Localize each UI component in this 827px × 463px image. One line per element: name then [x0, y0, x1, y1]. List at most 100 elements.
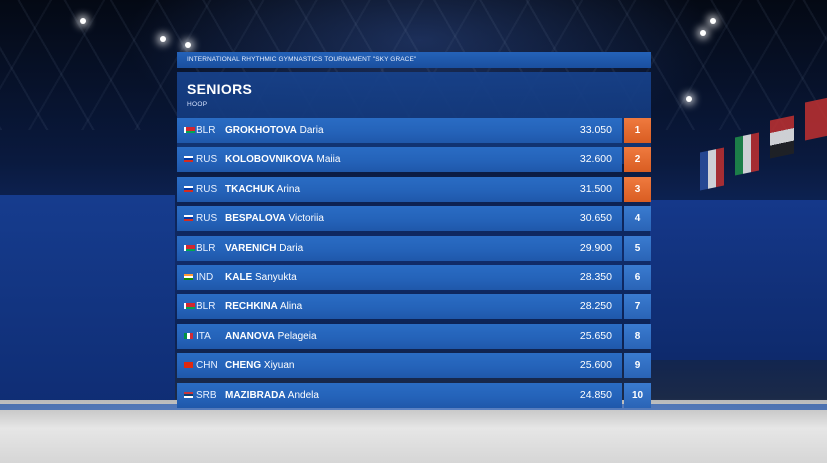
- tournament-title: INTERNATIONAL RHYTHMIC GYMNASTICS TOURNA…: [177, 52, 651, 68]
- athlete-surname: GROKHOTOVA: [225, 125, 297, 136]
- result-row: SRB MAZIBRADA Andela 24.850 10: [177, 382, 651, 408]
- result-row-background: [177, 235, 622, 261]
- country-flag-icon: [184, 185, 193, 192]
- ceiling-light: [80, 18, 86, 24]
- country-code: RUS: [196, 213, 218, 225]
- athlete-surname: RECHKINA: [225, 301, 278, 313]
- country-code: IND: [196, 272, 214, 283]
- competition-floor: [0, 400, 827, 463]
- country-flag-icon: [184, 215, 193, 222]
- country-flag-icon: [184, 391, 193, 398]
- country-code: RUS: [196, 183, 218, 195]
- rank-badge: 6: [624, 265, 651, 290]
- country-code: BLR: [196, 301, 216, 313]
- result-row-background: [177, 294, 622, 320]
- athlete-name: TKACHUK Arina: [225, 177, 300, 202]
- athlete-given-name: Alina: [277, 301, 303, 313]
- country-flag-icon: [184, 127, 195, 133]
- country-code: BLR: [196, 125, 216, 136]
- score-value: 33.050: [579, 124, 612, 136]
- athlete-given-name: Andela: [285, 389, 319, 401]
- score-value: 24.850: [579, 388, 612, 401]
- country-flag-icon: [184, 274, 193, 280]
- result-row: IND KALE Sanyukta 28.350 6: [177, 265, 651, 290]
- category-title: SENIORS: [187, 81, 253, 97]
- hanging-flag: [805, 97, 827, 141]
- rank-badge: 5: [624, 235, 651, 261]
- result-row: BLR RECHKINA Alina 28.250 7: [177, 294, 651, 320]
- athlete-given-name: Arina: [274, 183, 301, 195]
- hanging-flag: [700, 147, 724, 191]
- ceiling-light: [185, 42, 191, 48]
- result-row-background: [177, 176, 622, 202]
- country-flag-icon: [184, 244, 195, 251]
- country-code: CHN: [196, 360, 218, 372]
- score-value: 28.250: [579, 300, 612, 313]
- athlete-name: KALE Sanyukta: [225, 265, 297, 290]
- result-row-background: [177, 265, 622, 290]
- rank-badge: 10: [624, 382, 651, 408]
- ceiling-light: [710, 18, 716, 24]
- result-row: ITA ANANOVA Pelageia 25.650 8: [177, 323, 651, 349]
- ceiling-light: [700, 30, 706, 36]
- score-value: 25.650: [579, 329, 612, 342]
- country-flag-icon: [184, 332, 193, 339]
- ceiling-light: [686, 96, 692, 102]
- athlete-name: BESPALOVA Victoriia: [225, 206, 324, 231]
- rank-badge: 2: [624, 147, 651, 173]
- athlete-name: VARENICH Daria: [225, 236, 303, 261]
- rank-badge: 8: [624, 323, 651, 349]
- result-row: RUS BESPALOVA Victoriia 30.650 4: [177, 206, 651, 232]
- score-value: 29.900: [579, 241, 612, 254]
- rank-badge: 1: [624, 118, 651, 143]
- country-flag-icon: [184, 156, 193, 163]
- hanging-flag: [735, 132, 759, 176]
- athlete-surname: MAZIBRADA: [225, 389, 286, 401]
- country-code: ITA: [196, 330, 211, 342]
- rank-badge: 4: [624, 206, 651, 232]
- country-flag-icon: [184, 362, 193, 369]
- athlete-name: MAZIBRADA Andela: [225, 383, 319, 408]
- athlete-given-name: Xiyuan: [261, 360, 295, 372]
- athlete-surname: VARENICH: [225, 242, 277, 254]
- athlete-name: RECHKINA Alina: [225, 294, 302, 319]
- apparatus-label: HOOP: [187, 101, 208, 108]
- country-flag-icon: [184, 303, 195, 310]
- athlete-name: ANANOVA Pelageia: [225, 324, 317, 349]
- country-code: SRB: [196, 389, 217, 401]
- result-row-background: [177, 353, 622, 379]
- result-row: RUS TKACHUK Arina 31.500 3: [177, 176, 651, 202]
- result-row: BLR GROKHOTOVA Daria 33.050 1: [177, 118, 651, 143]
- result-row-background: [177, 147, 622, 173]
- arena-banner-right: [650, 200, 827, 360]
- athlete-surname: BESPALOVA: [225, 213, 286, 225]
- athlete-given-name: Victoriia: [285, 213, 324, 225]
- score-value: 32.600: [579, 153, 612, 166]
- ceiling-light: [160, 36, 166, 42]
- athlete-surname: TKACHUK: [225, 183, 275, 195]
- athlete-given-name: Daria: [296, 125, 324, 136]
- athlete-name: GROKHOTOVA Daria: [225, 118, 324, 143]
- hanging-flag: [770, 115, 794, 159]
- result-row: CHN CHENG Xiyuan 25.600 9: [177, 353, 651, 379]
- athlete-surname: ANANOVA: [225, 330, 275, 342]
- result-row-background: [177, 323, 622, 349]
- result-row-background: [177, 382, 622, 408]
- country-code: RUS: [196, 154, 218, 166]
- athlete-name: CHENG Xiyuan: [225, 353, 294, 378]
- athlete-surname: KOLOBOVNIKOVA: [225, 154, 314, 166]
- athlete-name: KOLOBOVNIKOVA Maiia: [225, 147, 340, 172]
- country-code: BLR: [196, 242, 216, 254]
- score-value: 31.500: [579, 182, 612, 195]
- athlete-surname: KALE: [225, 272, 253, 283]
- result-row: RUS KOLOBOVNIKOVA Maiia 32.600 2: [177, 147, 651, 173]
- score-value: 28.350: [579, 271, 612, 283]
- athlete-given-name: Sanyukta: [252, 272, 297, 283]
- athlete-given-name: Daria: [276, 242, 304, 254]
- result-row-background: [177, 206, 622, 232]
- result-row: BLR VARENICH Daria 29.900 5: [177, 235, 651, 261]
- score-value: 30.650: [579, 212, 612, 225]
- athlete-given-name: Pelageia: [274, 330, 317, 342]
- rank-badge: 3: [624, 176, 651, 202]
- athlete-surname: CHENG: [225, 360, 262, 372]
